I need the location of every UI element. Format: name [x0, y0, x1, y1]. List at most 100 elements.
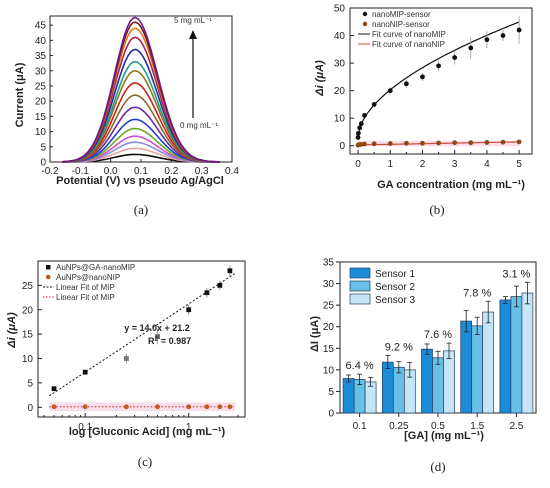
panel-b-point-nip	[436, 140, 441, 146]
panel-d-bar-sensor-1	[342, 378, 355, 414]
panel-c-legend-marker-nip	[45, 274, 51, 280]
panel-b-point-nip	[420, 140, 425, 146]
panel-b-xtick-label: 4	[484, 159, 490, 170]
panel-b-point-nip	[500, 139, 506, 145]
panel-d-rsd-label: 6.4 %	[346, 360, 374, 372]
panel-b-point-mip	[484, 37, 490, 43]
panel-c-point-nip	[204, 404, 210, 410]
panel-b-point-nip	[403, 140, 409, 146]
panel-d-xlabel: [GA] (mg mL⁻¹)	[404, 430, 484, 442]
panel-d-xtick-label: 0.25	[389, 421, 409, 432]
panel-c-xtick-label: 1	[186, 422, 192, 433]
panel-b-point-mip	[516, 27, 522, 33]
panel-d-bar-sensor-3	[482, 311, 495, 414]
panel-c-point-mip	[51, 386, 57, 392]
panel-a-ytick-label: 25	[35, 81, 47, 92]
panel-c-ytick-label: 20	[22, 305, 34, 316]
panel-d-bar-sensor-2	[471, 325, 484, 414]
panel-c-equation: y = 14.0x + 21.2	[124, 323, 190, 333]
panel-b-point-mip	[500, 33, 506, 38]
panel-b-ytick-label: 40	[334, 31, 346, 42]
panel-b-fit-curve-mip	[357, 21, 520, 138]
panel-b-legend-nip: nanoNIP-sensor	[372, 20, 430, 29]
panel-a-xtick-label: 0.0	[104, 166, 118, 177]
panel-a-ytick-label: 35	[35, 51, 47, 62]
panel-c-r-squared: R2 = 0.987	[148, 336, 191, 346]
panel-b-point-mip	[387, 88, 393, 94]
panel-c-legend-fit-mip: Linear Fit of MIP	[56, 283, 115, 292]
panel-b-point-mip	[362, 113, 367, 118]
panel-b-xtick-label: 3	[452, 159, 458, 170]
panel-c-point-mip	[186, 307, 192, 313]
panel-d-xtick-label: 0.5	[431, 421, 445, 432]
panel-c-point-mip	[217, 282, 223, 288]
panel-b-point-nip	[387, 141, 393, 146]
panel-b-point-nip	[371, 141, 377, 147]
panel-c-legend-marker-mip	[46, 265, 51, 270]
panel-c-xlabel: log [Gluconic Acid] (mg mL⁻¹)	[69, 426, 226, 438]
panel-c-point-mip	[227, 268, 233, 274]
panel-c-r-squared-label: R	[148, 336, 155, 346]
panel-c-ytick-label: 10	[22, 354, 34, 365]
panel-b-legend-marker-mip	[362, 11, 368, 17]
panel-c-ytick-label: 0	[27, 403, 33, 414]
panel-c-point-nip	[155, 404, 160, 410]
panel-c-ytick-label: 5	[27, 378, 33, 389]
panel-b-caption: (b)	[429, 202, 444, 217]
panel-b-point-mip	[452, 55, 458, 60]
panel-a-ylabel: Current (μA)	[14, 62, 26, 127]
panel-b-point-nip	[516, 139, 522, 145]
panel-a-curve-15	[62, 16, 220, 163]
panel-b-axes-box	[349, 7, 533, 155]
panel-b-legend-fit-nip: Fit curve of nanoNIP	[372, 40, 445, 49]
panel-d-legend-swatch-1	[349, 267, 371, 279]
chart-panel-d: 0 5 10 15 20 25 30 35 0.1 6.4 % 0.25 9.2 % 0.5 7.6 % 1…	[309, 258, 537, 474]
panel-b-legend-mip: nanoMIP-sensor	[372, 10, 431, 19]
panel-a-ytick-label: 10	[35, 127, 47, 138]
panel-b-point-nip	[362, 141, 367, 147]
panel-a-xtick-label: 0.3	[195, 166, 209, 177]
panel-b-point-nip	[468, 140, 474, 146]
panel-c-axes-box	[37, 260, 246, 418]
panel-b-xlabel: GA concentration (mg mL⁻¹)	[377, 179, 525, 191]
panel-a-plot-frame: -0.2 -0.1 0.0 0.1 0.2 0.3 0.4 0 5 10 15 20 25 30 35 40 4…	[35, 15, 239, 177]
panel-c-point-mip	[155, 334, 160, 339]
panel-c-point-mip	[82, 369, 88, 375]
panel-b-legend-marker-nip	[362, 21, 368, 27]
panel-c-ylabel: Δi (μA)	[6, 312, 18, 349]
panel-b-point-mip	[355, 130, 361, 136]
panel-d-legend-label-1: Sensor 1	[375, 269, 415, 280]
panel-b-point-mip	[403, 81, 409, 87]
panel-d-rsd-label: 9.2 %	[385, 342, 413, 354]
panel-b-point-mip	[371, 102, 377, 107]
panel-d-ytick-label: 10	[323, 365, 335, 376]
panel-b-ylabel: Δi (μA)	[314, 60, 326, 97]
panel-c-legend-fit-nip: Linear Fit of MIP	[56, 293, 115, 302]
panel-d-xtick-label: 1.5	[470, 421, 484, 432]
panel-d-bar-sensor-1	[421, 348, 433, 414]
panel-a-xtick-label: 0.4	[225, 166, 239, 177]
panel-c-point-nip	[82, 404, 88, 410]
panel-b-point-mip	[358, 121, 364, 127]
panel-b-ytick-label: 10	[334, 114, 346, 125]
panel-b-xtick-label: 2	[420, 159, 426, 170]
panel-d-bar-sensor-2	[392, 366, 405, 414]
panel-c-xtick-label: 0.1	[78, 422, 92, 433]
panel-a-ytick-label: 40	[35, 36, 47, 47]
panel-d-legend-swatch-3	[349, 293, 371, 305]
panel-c-point-nip	[123, 404, 129, 410]
panel-b-ytick-label: 30	[334, 59, 346, 70]
panel-d-caption: (d)	[430, 459, 445, 474]
panel-a-xtick-label: 0.1	[134, 166, 148, 177]
panel-d-ytick-label: 5	[328, 387, 334, 398]
panel-c-legend-nip: AuNPs@nanoNIP	[56, 273, 120, 282]
panel-d-bar-sensor-2	[432, 357, 444, 414]
panel-c-point-mip	[204, 290, 210, 296]
panel-d-ytick-label: 35	[323, 258, 335, 269]
panel-c-legend-mip: AuNPs@GA-nanoMIP	[56, 263, 135, 272]
panel-b-xtick-label: 1	[387, 159, 393, 170]
panel-b-xtick-label: 5	[516, 159, 522, 170]
